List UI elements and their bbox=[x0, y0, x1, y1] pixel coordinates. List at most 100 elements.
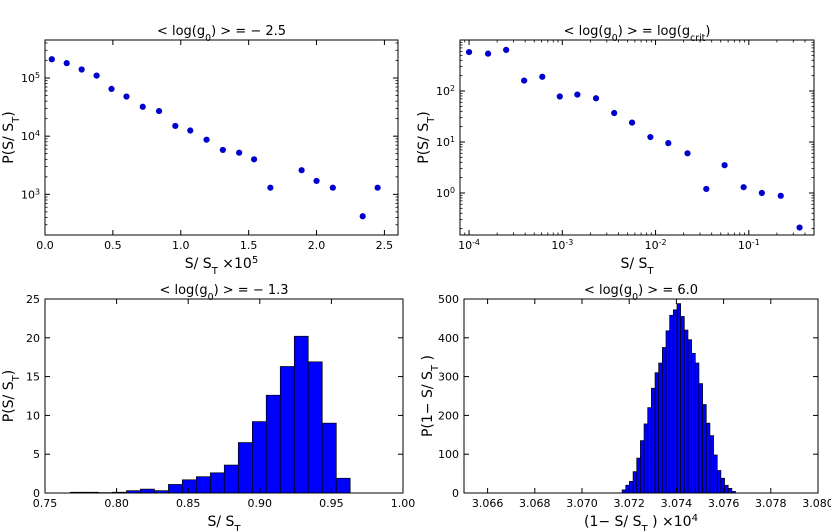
y-tick-label: 104 bbox=[21, 129, 40, 144]
chart-bl: 0.75 0.80 0.85 0.90 0.95 1.00 0 5 10 15 20 25 < log(… bbox=[1, 283, 415, 531]
histogram-bar bbox=[705, 422, 711, 494]
chart-tl: 0.0 0.5 1.0 1.5 2.0 2.5 103 104 105 < log(g0) > =… bbox=[1, 24, 399, 277]
x-tick-label: 0.5 bbox=[104, 239, 122, 252]
chart-title: < log(g0) > = log(gcrit) bbox=[564, 24, 711, 44]
data-point bbox=[219, 146, 226, 154]
data-point bbox=[203, 136, 210, 143]
histogram-bar bbox=[658, 362, 663, 494]
data-point bbox=[592, 95, 600, 102]
y-axis-label: P(1− S/ ST ) bbox=[420, 355, 441, 437]
data-point bbox=[521, 77, 528, 84]
x-tick-label: 3.076 bbox=[708, 497, 740, 510]
histogram-bar bbox=[181, 479, 197, 494]
x-axis-label: S/ ST bbox=[620, 256, 654, 277]
histogram-bar bbox=[168, 484, 183, 494]
axes-frame bbox=[44, 39, 399, 236]
data-point bbox=[155, 107, 163, 115]
data-point bbox=[777, 192, 784, 199]
histogram-bar bbox=[654, 372, 660, 494]
data-point bbox=[647, 133, 654, 141]
chart-title: < log(g0) > = 6.0 bbox=[584, 283, 698, 303]
histogram-bar bbox=[636, 457, 641, 494]
data-point bbox=[298, 167, 305, 174]
x-tick-label: 0.85 bbox=[176, 497, 201, 510]
data-point bbox=[611, 109, 618, 117]
histogram-bar bbox=[237, 442, 253, 494]
x-tick-label: 10-2 bbox=[645, 238, 667, 253]
histogram-bar bbox=[724, 484, 729, 494]
y-tick-label: 20 bbox=[26, 332, 40, 345]
histogram-bar bbox=[680, 316, 685, 494]
x-tick-label: 10-1 bbox=[738, 238, 760, 253]
x-axis-label: S/ ST bbox=[207, 514, 241, 531]
y-tick-label: 400 bbox=[438, 332, 459, 345]
data-point bbox=[574, 91, 581, 98]
data-point bbox=[374, 184, 381, 191]
data-point bbox=[63, 60, 70, 67]
histogram-bar bbox=[140, 488, 155, 494]
data-point bbox=[721, 162, 728, 169]
chart-tr: 10-4 10-3 10-2 10-1 100 101 102 < log(g0) > = l… bbox=[416, 24, 815, 277]
y-tick-label: 15 bbox=[26, 371, 40, 384]
x-axis-label: (1− S/ ST ) ×104 bbox=[584, 513, 698, 531]
data-point bbox=[187, 127, 194, 134]
histogram-bar bbox=[643, 423, 649, 494]
x-tick-label: 2.0 bbox=[308, 239, 326, 252]
y-tick-label: 200 bbox=[438, 409, 459, 422]
x-tick-label: 1.00 bbox=[391, 497, 416, 510]
histogram-bar bbox=[640, 440, 645, 494]
data-point bbox=[703, 185, 710, 193]
y-axis-label: P(S/ ST) bbox=[416, 111, 437, 163]
y-tick-label: 100 bbox=[438, 448, 459, 461]
histogram-bar bbox=[709, 435, 714, 494]
histogram-bar bbox=[223, 464, 239, 494]
x-tick-label: 3.072 bbox=[613, 497, 645, 510]
y-tick-label: 100 bbox=[436, 185, 455, 200]
histogram-bar bbox=[647, 407, 652, 494]
x-tick-label: 0.90 bbox=[248, 497, 273, 510]
y-tick-label: 101 bbox=[436, 134, 455, 149]
x-tick-label: 3.068 bbox=[519, 497, 551, 510]
histogram-bar bbox=[651, 387, 656, 494]
data-point bbox=[267, 184, 274, 191]
y-tick-label: 10 bbox=[26, 409, 40, 422]
y-tick-label: 300 bbox=[438, 371, 459, 384]
histogram-bar bbox=[279, 366, 295, 494]
chart-br: 3.066 3.068 3.070 3.072 3.074 3.076 3.078 3.080… bbox=[420, 283, 831, 531]
data-point bbox=[123, 93, 130, 100]
x-tick-label: 0.80 bbox=[104, 497, 129, 510]
histogram-bar bbox=[676, 303, 681, 494]
y-tick-label: 0 bbox=[452, 487, 459, 500]
y-tick-label: 105 bbox=[21, 70, 40, 85]
axes-frame bbox=[463, 298, 819, 494]
histogram-bar bbox=[321, 422, 337, 494]
x-tick-label: 0.75 bbox=[33, 497, 58, 510]
x-tick-label: 3.070 bbox=[566, 497, 598, 510]
x-tick-label: 10-3 bbox=[551, 238, 573, 253]
histogram-bar bbox=[210, 472, 225, 494]
y-tick-label: 0 bbox=[33, 487, 40, 500]
histogram-bar bbox=[196, 476, 211, 494]
histogram-bar bbox=[665, 330, 671, 494]
histogram-bar bbox=[687, 339, 692, 494]
histogram-bar bbox=[691, 352, 696, 494]
data-point bbox=[236, 149, 243, 156]
histogram-bar bbox=[252, 421, 267, 494]
x-axis-label: S/ ST ×105 bbox=[185, 255, 259, 277]
histogram-bar bbox=[694, 362, 700, 494]
data-point bbox=[108, 85, 115, 92]
histogram-bar bbox=[702, 404, 707, 494]
data-point bbox=[313, 177, 320, 185]
y-tick-label: 500 bbox=[438, 293, 459, 306]
x-tick-label: 10-4 bbox=[458, 238, 480, 253]
data-point bbox=[250, 156, 258, 163]
x-tick-label: 0.0 bbox=[36, 239, 54, 252]
histogram-bar bbox=[672, 309, 678, 494]
data-point bbox=[539, 73, 546, 80]
x-tick-label: 1.5 bbox=[240, 239, 258, 252]
data-point bbox=[740, 184, 747, 191]
axes-frame bbox=[44, 298, 404, 494]
data-point bbox=[484, 50, 492, 57]
histogram-bar bbox=[662, 347, 667, 494]
